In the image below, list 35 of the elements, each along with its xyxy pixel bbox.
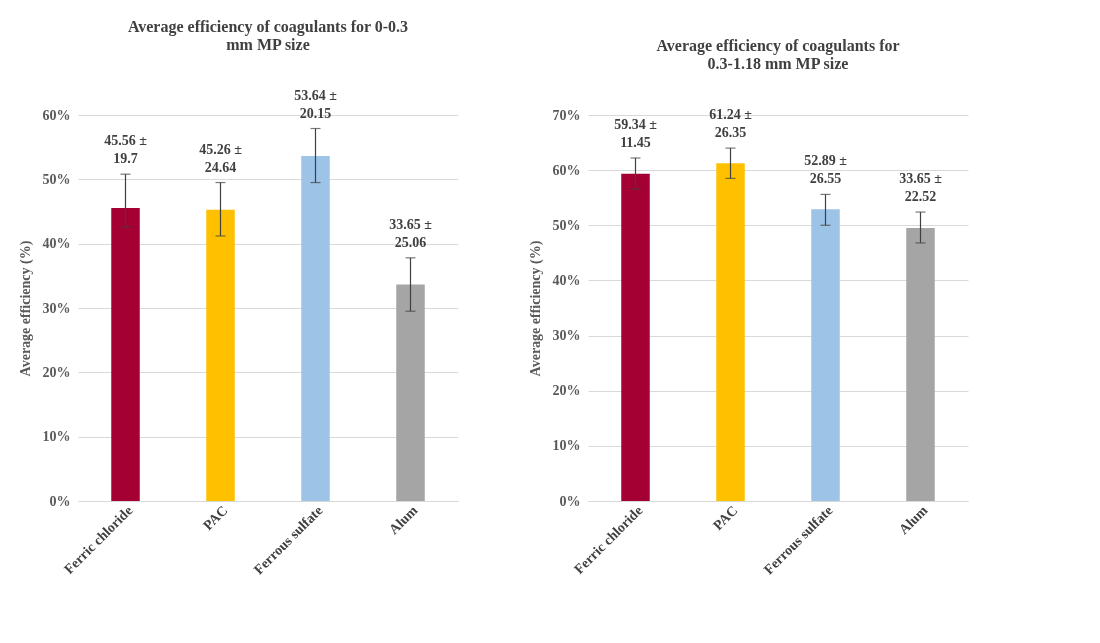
- bar: [716, 163, 745, 501]
- bar: [206, 209, 235, 501]
- y-tick-label: 10%: [42, 429, 71, 445]
- bar: [811, 209, 840, 501]
- bar: [396, 284, 425, 501]
- bar: [111, 207, 140, 501]
- y-tick-label: 40%: [42, 236, 71, 252]
- data-label: 53.64 ± 20.15: [294, 87, 338, 121]
- bar: [301, 155, 330, 501]
- annotation: 33.65 ± 22.52: [899, 171, 943, 205]
- y-tick-label: 50%: [552, 217, 581, 233]
- data-label: 59.34 ± 11.45: [614, 117, 658, 151]
- y-tick-label: 0%: [49, 493, 71, 509]
- y-axis-title: Average efficiency (%): [17, 240, 34, 377]
- y-tick-label: 10%: [552, 438, 581, 454]
- data-label: 61.24 ± 26.35: [709, 107, 753, 141]
- chart-title: Average efficiency of coagulants for 0.3-1.18 mm MP size: [656, 37, 900, 72]
- y-tick-label: 60%: [42, 107, 71, 123]
- y-tick-label: 50%: [42, 171, 71, 187]
- data-label: 45.56 ± 19.7: [104, 133, 148, 167]
- y-tick-label: 60%: [552, 162, 581, 178]
- bar: [906, 228, 935, 501]
- y-tick-label: 70%: [552, 107, 581, 123]
- y-tick-label: 20%: [552, 383, 581, 399]
- data-label: 33.65 ± 25.06: [389, 216, 433, 250]
- chart-title: Average efficiency of coagulants for 0-0.3 mm MP size: [127, 17, 409, 53]
- y-tick-label: 20%: [42, 364, 71, 380]
- data-label: 45.26 ± 24.64: [199, 141, 243, 175]
- data-label: 52.89 ± 26.55: [804, 153, 848, 187]
- bar: [621, 173, 650, 501]
- y-tick-label: 30%: [552, 328, 581, 344]
- y-tick-label: 0%: [559, 493, 581, 509]
- y-tick-label: 30%: [42, 300, 71, 316]
- y-tick-label: 40%: [552, 272, 581, 288]
- y-axis-title: Average efficiency (%): [527, 240, 544, 377]
